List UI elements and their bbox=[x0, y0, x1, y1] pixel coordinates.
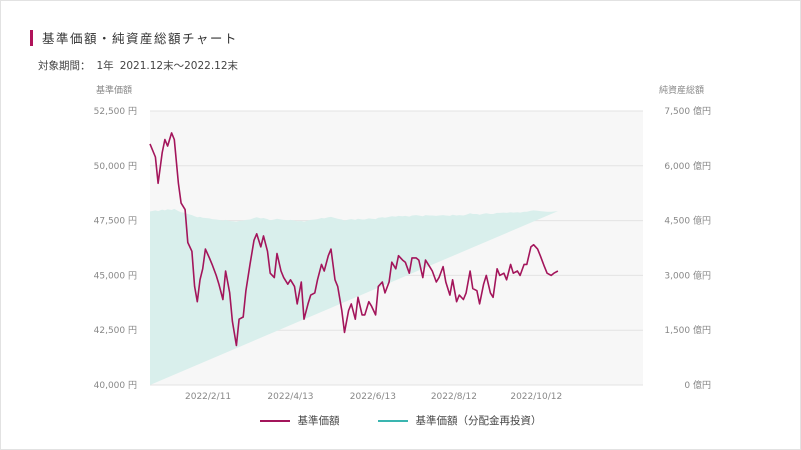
period-range: 2021.12末～2022.12末 bbox=[119, 60, 239, 72]
x-tick-label: 2022/2/11 bbox=[185, 392, 231, 402]
left-axis-title: 基準価額 bbox=[96, 84, 132, 96]
left-tick-label: 52,500 円 bbox=[94, 106, 137, 117]
right-tick-label: 7,500 億円 bbox=[664, 105, 711, 117]
x-tick-label: 2022/6/13 bbox=[350, 392, 396, 402]
left-tick-label: 45,000 円 bbox=[94, 270, 137, 281]
legend-label-nav-reinvested: 基準価額（分配金再投資） bbox=[415, 415, 542, 427]
right-tick-label: 6,000 億円 bbox=[664, 160, 711, 172]
legend-swatch-nav bbox=[259, 419, 290, 422]
target-period: 対象期間： 1年 2021.12末～2022.12末 bbox=[38, 58, 244, 73]
nav-line-layer bbox=[149, 132, 559, 347]
right-tick-label: 1,500 億円 bbox=[664, 324, 711, 336]
left-tick-label: 50,000 円 bbox=[94, 161, 137, 172]
right-tick-label: 3,000 億円 bbox=[664, 269, 711, 281]
x-tick-label: 2022/4/13 bbox=[267, 392, 313, 402]
left-tick-label: 47,500 円 bbox=[94, 216, 137, 227]
legend-item-nav[interactable]: 基準価額 bbox=[259, 413, 340, 428]
x-tick-label: 2022/8/12 bbox=[431, 392, 477, 402]
chart-header: 基準価額・純資産総額チャート bbox=[30, 28, 238, 47]
left-axis: 40,000 円 42,500 円 45,000 円 47,500 円 50,000 円… bbox=[94, 106, 137, 391]
chart-legend: 基準価額 基準価額（分配金再投資） bbox=[0, 413, 801, 428]
period-span: 1年 bbox=[96, 60, 114, 72]
x-tick-label: 2022/10/12 bbox=[510, 392, 562, 402]
legend-swatch-nav-reinvested bbox=[377, 419, 408, 422]
right-axis: 0 億円 1,500 億円 3,000 億円 4,500 億円 6,000 億円 7,50… bbox=[664, 105, 711, 391]
x-axis: 2022/2/11 2022/4/13 2022/6/13 2022/8/12 2022… bbox=[185, 392, 562, 402]
right-tick-label: 4,500 億円 bbox=[664, 215, 711, 227]
chart-title: 基準価額・純資産総額チャート bbox=[42, 31, 238, 46]
nav-series-line bbox=[149, 132, 559, 347]
title-accent-bar bbox=[30, 29, 33, 46]
legend-item-nav-reinvested[interactable]: 基準価額（分配金再投資） bbox=[377, 413, 542, 428]
legend-label-nav: 基準価額 bbox=[297, 415, 340, 427]
period-label: 対象期間： bbox=[38, 60, 91, 72]
left-tick-label: 42,500 円 bbox=[94, 325, 137, 336]
left-tick-label: 40,000 円 bbox=[94, 380, 137, 391]
right-tick-label: 0 億円 bbox=[684, 379, 711, 391]
right-axis-title: 純資産総額 bbox=[659, 84, 704, 96]
